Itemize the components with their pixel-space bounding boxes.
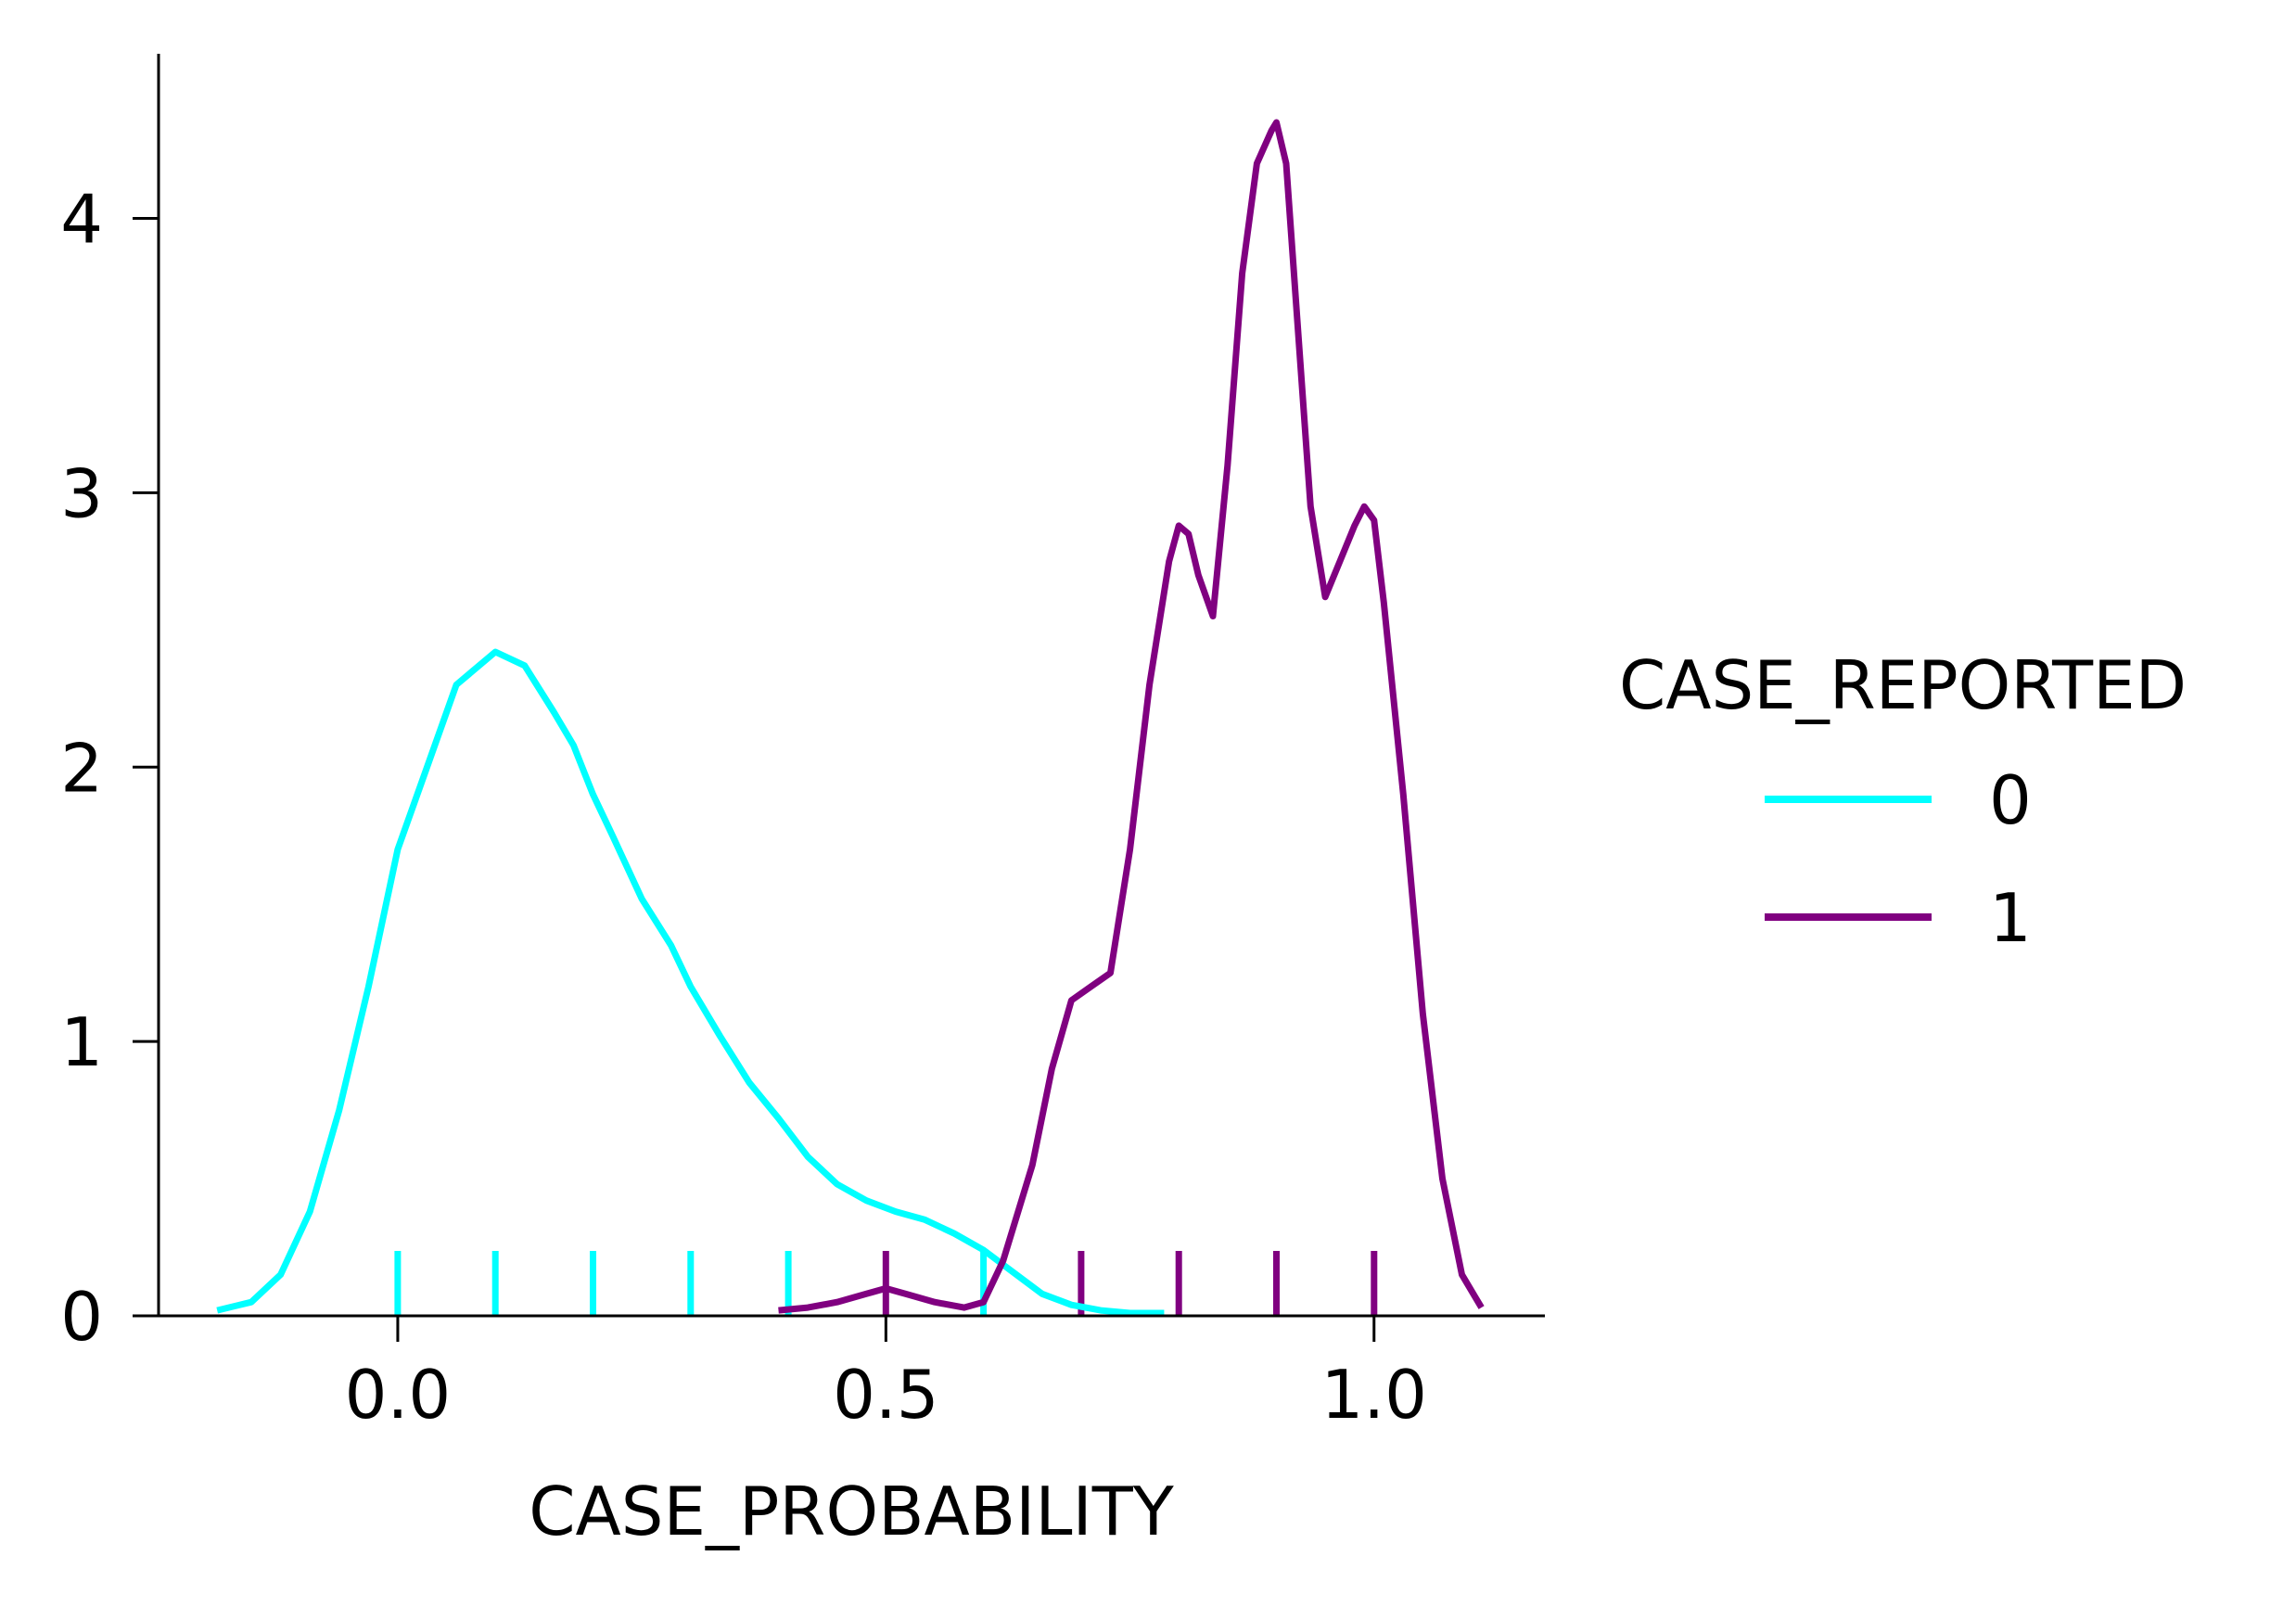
x-tick-label-0: 0.0 — [345, 1356, 452, 1434]
legend-entries: 01 — [1765, 761, 2032, 957]
y-tick-label-0: 0 — [60, 1278, 103, 1356]
y-ticks: 0 1 2 3 4 — [60, 181, 159, 1356]
axes-layer — [157, 54, 1545, 1318]
x-tick-label-2: 1.0 — [1320, 1356, 1427, 1434]
rug-layer — [394, 1251, 1378, 1316]
x-axis-title: CASE_PROBABILITY — [529, 1473, 1174, 1550]
legend-label-0: 0 — [1989, 761, 2032, 839]
legend-title: CASE_REPORTED — [1619, 646, 2187, 724]
legend-label-1: 1 — [1989, 879, 2032, 957]
legend: CASE_REPORTED 01 — [1619, 646, 2187, 957]
y-tick-label-4: 4 — [60, 181, 103, 259]
x-tick-label-1: 0.5 — [833, 1356, 939, 1434]
series-line-1 — [778, 119, 1485, 1314]
y-tick-label-2: 2 — [60, 729, 103, 807]
series-layer — [216, 119, 1485, 1317]
x-ticks: 0.0 0.5 1.0 — [345, 1316, 1427, 1434]
y-tick-label-3: 3 — [60, 454, 103, 532]
series-line-0 — [216, 648, 1165, 1317]
y-tick-label-1: 1 — [60, 1003, 103, 1081]
